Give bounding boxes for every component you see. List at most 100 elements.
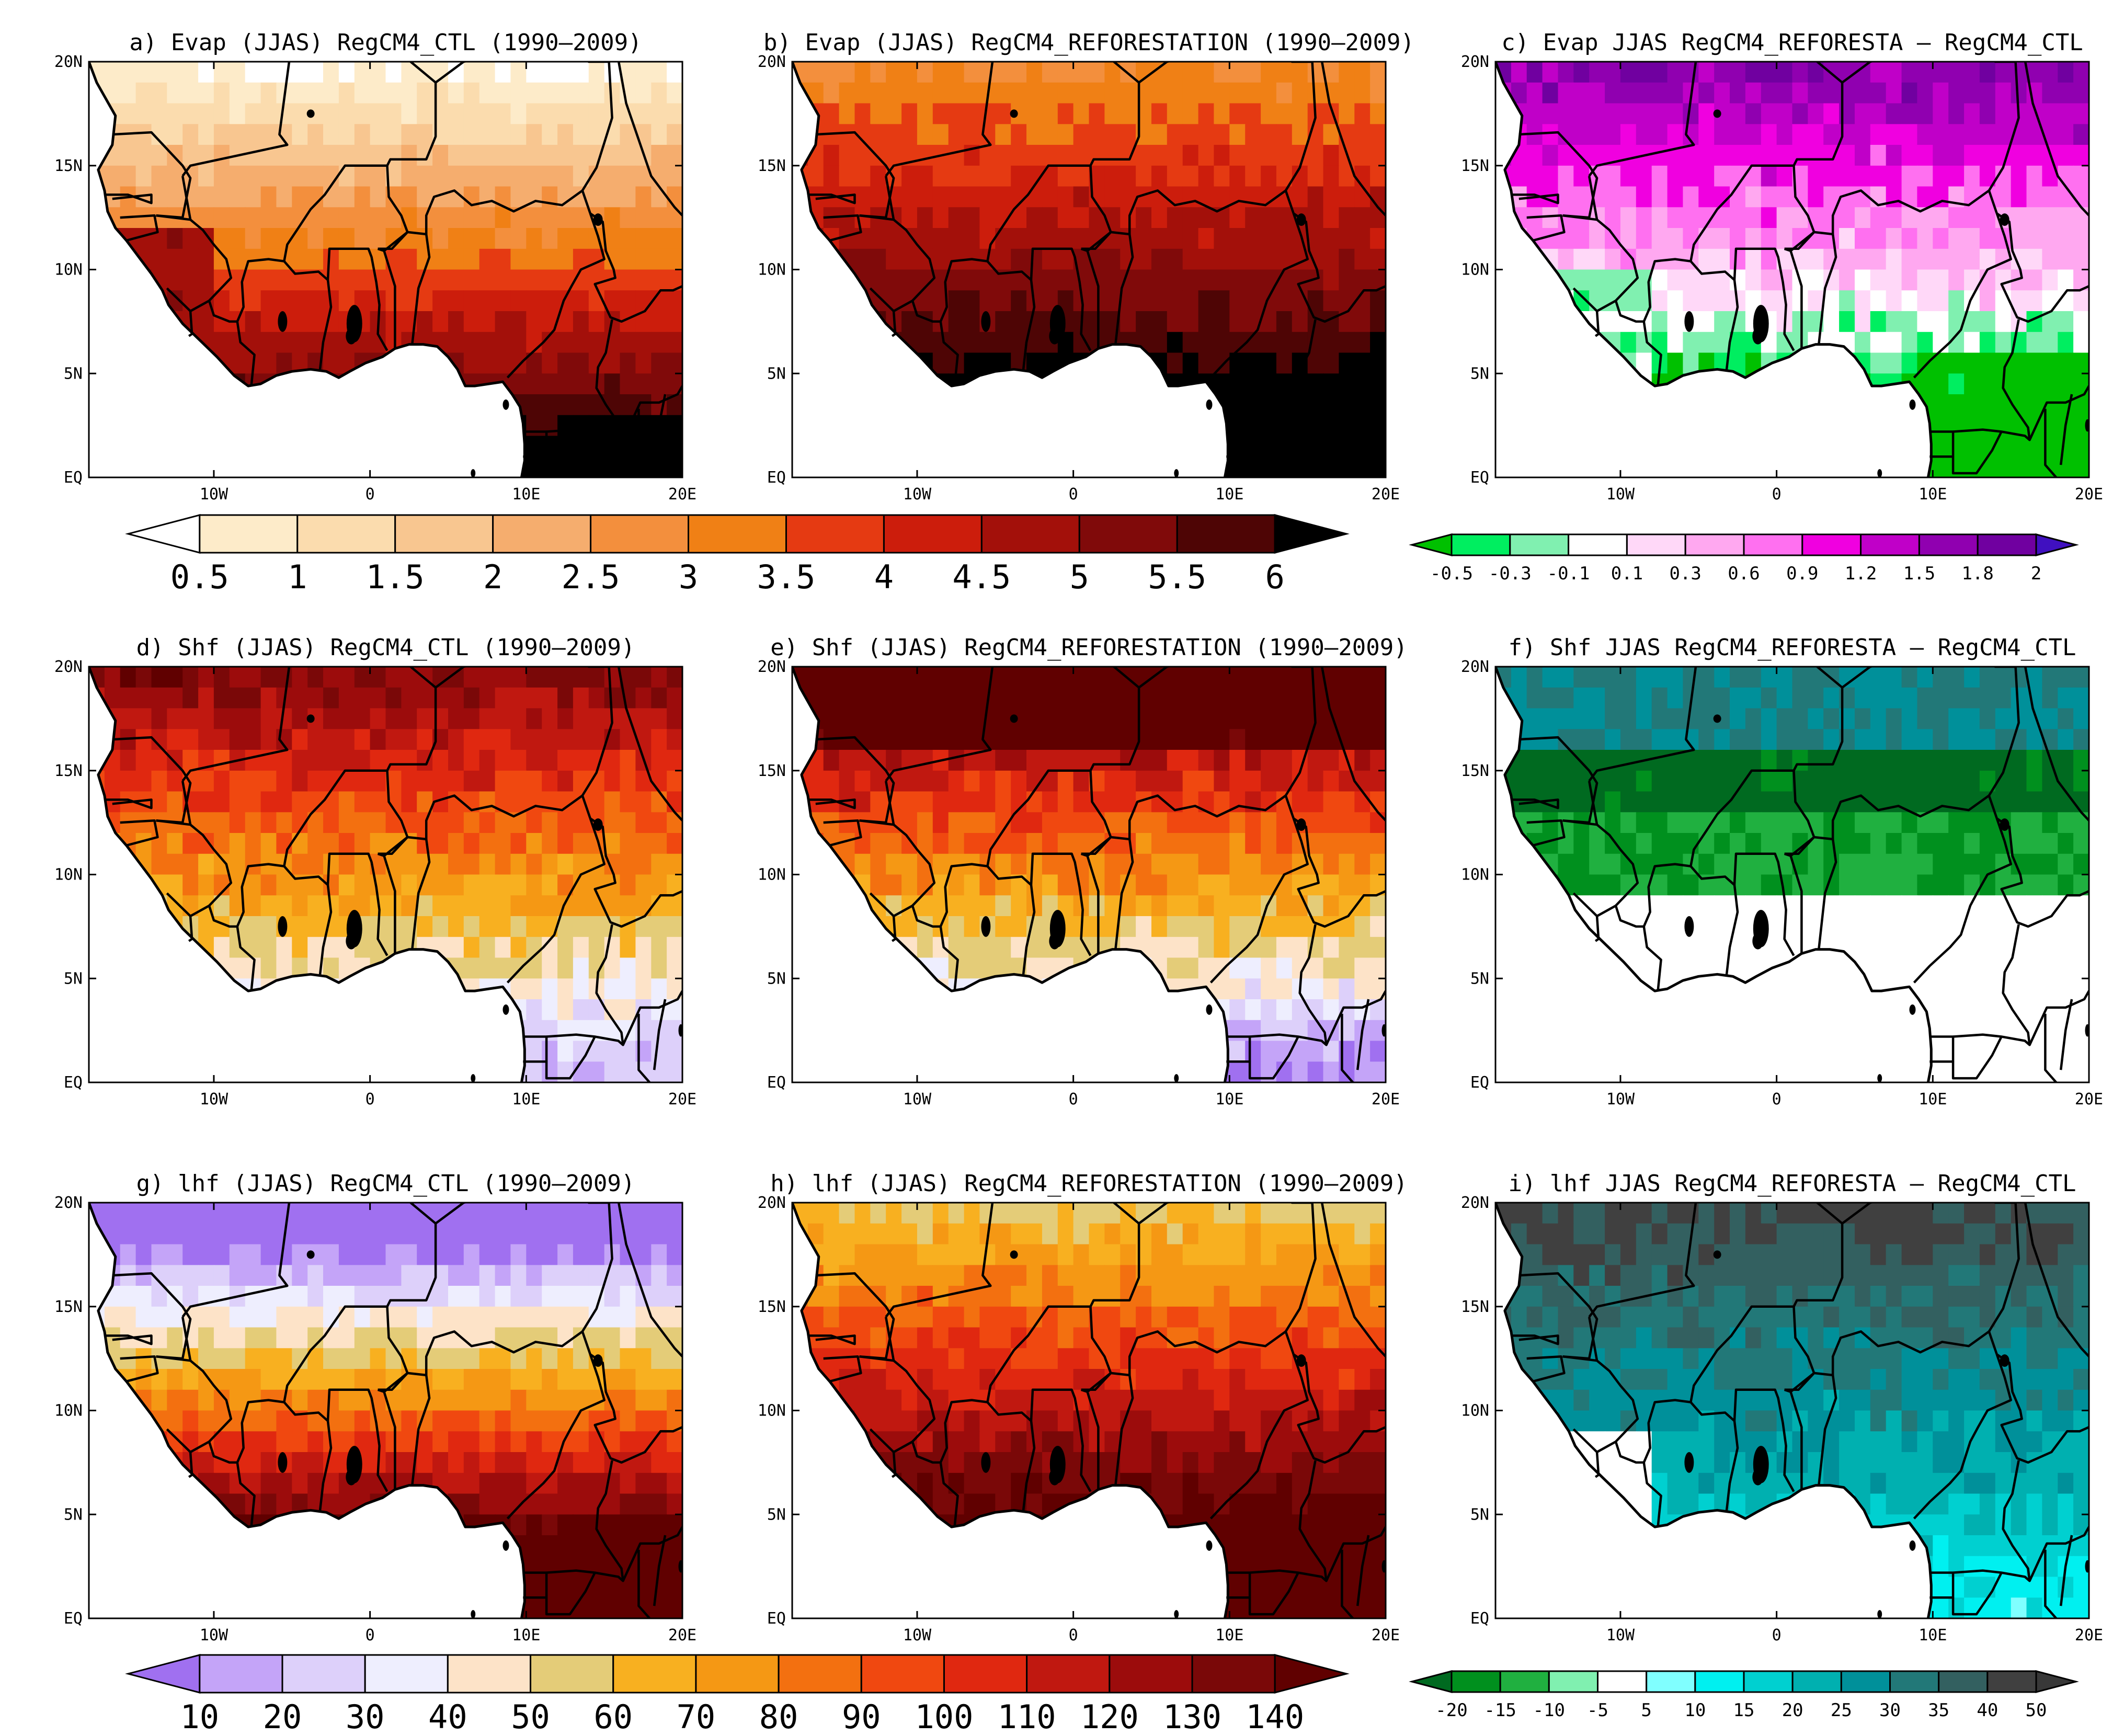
country-border	[1569, 62, 1697, 177]
field-cell	[1323, 957, 1340, 979]
field-cell	[839, 145, 855, 166]
field-cell	[323, 228, 339, 249]
field-cell	[964, 352, 980, 374]
field-cell	[1917, 248, 1934, 270]
field-cell	[651, 853, 667, 875]
field-cell	[479, 791, 496, 813]
field-cell	[479, 269, 496, 291]
field-cell	[2042, 791, 2059, 813]
field-cell	[1870, 82, 1887, 104]
field-cell	[1698, 770, 1715, 792]
field-cell	[1933, 812, 1949, 833]
field-cell	[2042, 186, 2059, 208]
field-cell	[354, 812, 371, 833]
field-cell	[1229, 999, 1246, 1021]
field-cell	[573, 957, 589, 979]
field-cell	[1073, 145, 1090, 166]
field-cell	[417, 708, 433, 729]
field-cell	[1730, 729, 1746, 750]
field-cell	[1370, 729, 1386, 750]
field-cell	[886, 853, 902, 875]
field-cell	[1120, 103, 1136, 124]
lat-label: EQ	[64, 469, 83, 487]
field-cell	[1261, 812, 1277, 833]
field-cell	[1761, 687, 1777, 709]
field-cell	[1214, 269, 1230, 291]
field-cell	[1855, 833, 1871, 854]
field-cell	[2026, 352, 2043, 374]
field-cell	[1370, 853, 1386, 875]
lat-label: 20N	[758, 53, 786, 71]
field-cell	[1073, 124, 1090, 145]
field-cell	[1011, 916, 1027, 938]
field-cell	[1323, 791, 1340, 813]
lat-label: 15N	[1461, 762, 1489, 780]
field-cell	[1933, 895, 1949, 917]
country-border	[377, 247, 396, 349]
field-cell	[620, 332, 636, 353]
field-cell	[1339, 62, 1355, 83]
field-cell	[901, 791, 918, 813]
field-cell	[338, 874, 355, 896]
country-border	[653, 394, 667, 465]
field-cell	[213, 332, 230, 353]
field-cell	[1651, 791, 1668, 813]
field-cell	[854, 228, 871, 249]
field-cell	[213, 124, 230, 145]
field-cell	[1307, 770, 1324, 792]
field-cell	[1323, 812, 1340, 833]
field-cell	[1933, 1041, 1949, 1062]
field-cell	[1182, 729, 1199, 750]
field-cell	[1558, 62, 1574, 83]
field-cell	[542, 373, 558, 395]
field-cell	[1605, 228, 1621, 249]
field-cell	[1901, 916, 1918, 938]
field-cell	[917, 207, 933, 229]
field-cell	[1933, 667, 1949, 688]
field-cell	[870, 791, 886, 813]
field-cell	[1261, 248, 1277, 270]
country-border	[181, 781, 192, 825]
field-cell	[1167, 145, 1183, 166]
field-cell	[1104, 124, 1121, 145]
field-cell	[151, 791, 168, 813]
field-cell	[1323, 1061, 1340, 1082]
field-cell	[1667, 957, 1684, 979]
field-cell	[432, 770, 449, 792]
field-cell	[1870, 311, 1887, 333]
field-cell	[260, 1203, 277, 1224]
field-cell	[948, 916, 965, 938]
field-cell	[448, 248, 464, 270]
field-cell	[1073, 165, 1090, 187]
field-cell	[995, 228, 1011, 249]
field-cell	[323, 186, 339, 208]
field-cell	[1307, 687, 1324, 709]
field-cell	[2026, 791, 2043, 813]
country-border	[637, 1013, 650, 1082]
field-cell	[2026, 1061, 2043, 1082]
field-cell	[1605, 791, 1621, 813]
field-cell	[1073, 687, 1090, 709]
field-cell	[510, 332, 527, 353]
field-cell	[2026, 165, 2043, 187]
field-cell	[2058, 791, 2074, 813]
field-cell	[338, 145, 355, 166]
field-cell	[964, 124, 980, 145]
field-cell	[1229, 1061, 1246, 1082]
country-border	[1356, 999, 1370, 1070]
field-cell	[1089, 290, 1105, 312]
field-cell	[463, 833, 480, 854]
country-border	[1913, 818, 2012, 984]
lake-or-island	[1684, 311, 1694, 332]
field-cell	[1042, 853, 1058, 875]
field-cell	[1292, 791, 1308, 813]
field-cell	[620, 750, 636, 771]
field-cell	[1198, 750, 1215, 771]
field-cell	[1214, 729, 1230, 750]
country-border	[1293, 817, 1386, 928]
field-cell	[1745, 145, 1762, 166]
field-cell	[354, 770, 371, 792]
field-cell	[2073, 936, 2089, 958]
field-cell	[1886, 352, 1902, 374]
